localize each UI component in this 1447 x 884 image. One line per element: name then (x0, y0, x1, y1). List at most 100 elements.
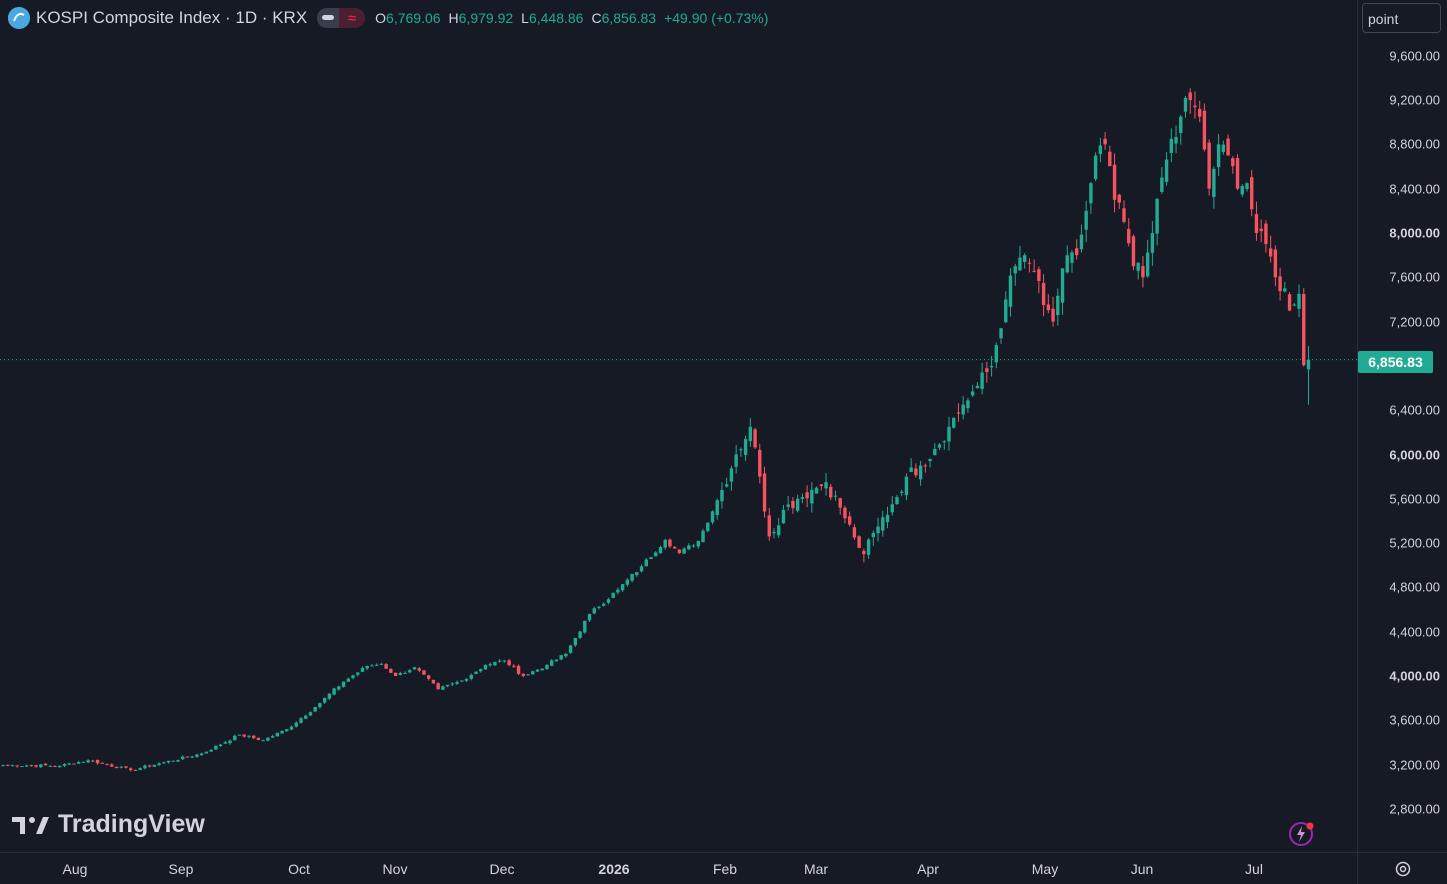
candle-body (1264, 223, 1268, 245)
candle-body (218, 744, 223, 747)
candle-body (672, 546, 677, 549)
candle-body (545, 664, 549, 670)
candle-body (687, 545, 691, 550)
candle-body (185, 756, 190, 758)
candle-body (1216, 144, 1221, 168)
candle-body (39, 764, 43, 768)
candle-body (1240, 185, 1244, 195)
candle-body (1235, 158, 1240, 189)
price-tick-label: 3,600.00 (1389, 712, 1440, 728)
candle-body (507, 660, 511, 666)
candle-body (710, 511, 715, 523)
candle-body (1070, 252, 1074, 263)
candle-body (706, 522, 710, 531)
candle-body (777, 525, 781, 536)
candle-body (602, 603, 606, 606)
candle-body (824, 482, 828, 489)
candle-body (304, 715, 308, 719)
candle-body (857, 536, 861, 548)
candle-body (1202, 110, 1207, 150)
candle-body (1292, 304, 1296, 306)
candle-body (739, 449, 743, 451)
price-tick-label: 8,000.00 (1389, 225, 1440, 241)
unit-selector[interactable]: point (1362, 3, 1441, 33)
candle-body (531, 671, 535, 675)
candle-body (195, 754, 199, 757)
candle-body (408, 670, 412, 673)
candle-body (228, 740, 232, 744)
candle-body (564, 653, 568, 657)
close-value: 6,856.83 (601, 10, 657, 26)
candle-body (961, 404, 965, 415)
candle-body (668, 539, 672, 547)
price-tick-label: 9,200.00 (1389, 92, 1440, 108)
candle-body (611, 592, 615, 598)
candle-body (365, 666, 369, 669)
candle-body (1089, 183, 1093, 204)
candlestick-chart[interactable] (0, 0, 1357, 852)
candle-body (171, 760, 175, 762)
candle-body (1108, 151, 1112, 167)
candle-body (460, 680, 464, 682)
time-tick-label: Nov (382, 861, 408, 877)
candle-body (1079, 234, 1084, 250)
candle-body (270, 736, 275, 738)
candle-body (1112, 164, 1117, 200)
candle-body (805, 492, 809, 499)
candle-body (1306, 359, 1311, 370)
market-closed-icon (317, 8, 340, 28)
price-tick-label: 4,400.00 (1389, 624, 1440, 640)
plot-area[interactable] (0, 0, 1357, 852)
candle-body (1117, 194, 1121, 203)
price-axis[interactable]: 9,600.00 9,200.00 8,800.00 8,400.00 8,000.00… (1357, 0, 1447, 852)
candle-body (204, 751, 209, 754)
market-status-pill[interactable]: ≈ (317, 8, 366, 28)
candle-body (866, 539, 871, 555)
candle-body (72, 763, 76, 765)
candle-body (422, 670, 426, 675)
candle-body (157, 763, 161, 766)
candle-body (441, 686, 445, 690)
candle-body (540, 668, 544, 671)
candle-body (450, 683, 455, 685)
candle-body (497, 660, 502, 662)
candle-body (190, 756, 194, 758)
candle-body (95, 759, 100, 764)
candle-body (1008, 275, 1013, 307)
open-label: O (375, 10, 387, 26)
candle-body (559, 655, 563, 660)
candle-body (34, 765, 38, 767)
candle-body (743, 439, 748, 455)
candle-body (474, 671, 478, 674)
symbol-legend: KOSPI Composite Index · 1D · KRX ≈ O6,76… (8, 6, 768, 30)
candle-body (100, 762, 105, 764)
candle-body (1254, 214, 1259, 233)
candle-body (384, 664, 388, 669)
tradingview-watermark[interactable]: TradingView (12, 810, 205, 839)
kospi-logo-icon[interactable] (8, 7, 30, 29)
time-tick-label: Dec (489, 861, 515, 877)
candle-body (119, 766, 123, 768)
candle-body (124, 766, 128, 768)
candle-body (535, 669, 540, 672)
candle-body (1302, 293, 1306, 366)
price-tick-label: 8,400.00 (1389, 181, 1440, 197)
candle-body (578, 631, 582, 638)
candle-body (767, 515, 771, 537)
close-label: C (591, 10, 602, 26)
candle-body (1160, 177, 1164, 192)
candle-body (677, 549, 682, 554)
candle-body (663, 539, 667, 548)
candle-body (772, 531, 776, 534)
candle-body (412, 667, 417, 670)
candle-body (1193, 105, 1197, 108)
candle-body (76, 762, 81, 764)
lightning-bolt-icon[interactable] (1288, 820, 1316, 848)
time-axis[interactable]: Aug Sep Oct Nov Dec 2026 Feb Mar Apr May Jun Jul (0, 852, 1357, 884)
symbol-title[interactable]: KOSPI Composite Index · 1D · KRX (36, 8, 308, 27)
candle-body (1022, 255, 1027, 262)
candle-body (256, 737, 261, 740)
candle-body (956, 412, 961, 414)
candle-body (724, 484, 729, 487)
settings-icon[interactable] (1394, 860, 1412, 878)
